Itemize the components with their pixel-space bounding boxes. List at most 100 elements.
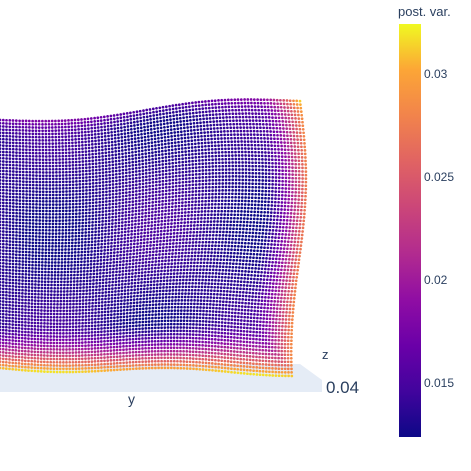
surface-point xyxy=(21,208,25,212)
surface-point xyxy=(136,232,140,236)
surface-point xyxy=(269,102,273,105)
surface-point xyxy=(119,113,123,116)
surface-point xyxy=(0,245,2,249)
surface-point xyxy=(35,158,38,161)
surface-point xyxy=(0,207,2,211)
surface-point xyxy=(54,155,58,158)
surface-point xyxy=(188,180,191,184)
surface-point xyxy=(174,178,178,181)
surface-point xyxy=(41,145,45,149)
surface-point xyxy=(41,225,45,229)
surface-point xyxy=(78,215,81,219)
surface-point xyxy=(277,112,281,116)
surface-point xyxy=(64,238,68,242)
surface-point xyxy=(28,206,32,209)
surface-point xyxy=(31,247,35,251)
surface-point xyxy=(151,197,155,201)
surface-point xyxy=(173,131,177,134)
surface-point xyxy=(116,123,120,127)
surface-point xyxy=(272,246,276,250)
surface-point xyxy=(67,241,71,245)
surface-point xyxy=(144,261,148,264)
surface-point xyxy=(38,177,42,181)
surface-point xyxy=(41,126,44,129)
surface-point xyxy=(15,128,18,132)
surface-point xyxy=(8,154,12,157)
surface-point xyxy=(300,240,303,244)
surface-point xyxy=(133,127,136,131)
surface-point xyxy=(247,189,251,192)
surface-point xyxy=(64,138,68,142)
surface-point xyxy=(89,117,93,120)
surface-point xyxy=(217,140,220,144)
surface-point xyxy=(240,101,243,105)
surface-point xyxy=(88,182,92,186)
surface-point xyxy=(195,111,198,115)
surface-point xyxy=(145,247,149,251)
surface-point xyxy=(160,209,164,213)
surface-point xyxy=(166,232,169,236)
surface-point xyxy=(286,106,290,109)
surface-point xyxy=(129,121,133,125)
surface-point xyxy=(177,140,180,144)
surface-point xyxy=(94,152,98,156)
surface-point xyxy=(89,266,93,270)
surface-point xyxy=(126,118,129,122)
surface-point xyxy=(257,168,261,172)
surface-point xyxy=(293,265,297,268)
surface-point xyxy=(151,250,155,254)
surface-point xyxy=(1,121,5,125)
surface-point xyxy=(191,275,195,278)
surface-point xyxy=(8,163,12,167)
surface-point xyxy=(297,191,301,194)
surface-point xyxy=(287,159,291,162)
surface-point xyxy=(61,151,65,155)
surface-point xyxy=(114,212,118,215)
surface-point xyxy=(160,216,164,220)
surface-point xyxy=(64,154,68,158)
surface-point xyxy=(256,136,260,140)
surface-point xyxy=(97,132,100,136)
surface-point xyxy=(61,180,65,184)
surface-point xyxy=(146,234,150,238)
surface-point xyxy=(266,105,270,109)
surface-point xyxy=(37,254,41,258)
surface-point xyxy=(59,286,63,290)
surface-point xyxy=(117,224,121,228)
surface-point xyxy=(170,135,173,138)
surface-point xyxy=(220,247,224,251)
surface-point xyxy=(11,131,15,135)
surface-point xyxy=(185,231,189,234)
surface-point xyxy=(186,261,190,265)
surface-point xyxy=(24,285,28,289)
surface-point xyxy=(139,116,142,120)
surface-point xyxy=(182,238,185,241)
surface-point xyxy=(274,176,278,179)
surface-point xyxy=(108,173,111,177)
surface-point xyxy=(148,181,151,185)
surface-point xyxy=(209,216,213,220)
surface-point xyxy=(65,170,68,174)
surface-point xyxy=(31,122,35,126)
surface-point xyxy=(132,114,136,117)
surface-point xyxy=(17,282,21,285)
surface-point xyxy=(101,158,105,161)
surface-point xyxy=(245,122,249,126)
surface-point xyxy=(242,122,245,126)
surface-point xyxy=(251,178,255,182)
surface-point xyxy=(226,98,230,102)
surface-point xyxy=(78,218,81,222)
surface-point xyxy=(1,233,5,237)
surface-point xyxy=(21,151,25,155)
surface-point xyxy=(301,230,304,233)
surface-point xyxy=(277,169,281,172)
surface-point xyxy=(154,197,158,200)
surface-point xyxy=(111,153,114,157)
surface-point xyxy=(64,148,68,151)
surface-point xyxy=(153,230,156,234)
surface-point xyxy=(187,197,191,201)
surface-point xyxy=(86,260,90,263)
surface-point xyxy=(186,224,190,228)
surface-point xyxy=(290,197,294,201)
surface-point xyxy=(31,132,35,136)
